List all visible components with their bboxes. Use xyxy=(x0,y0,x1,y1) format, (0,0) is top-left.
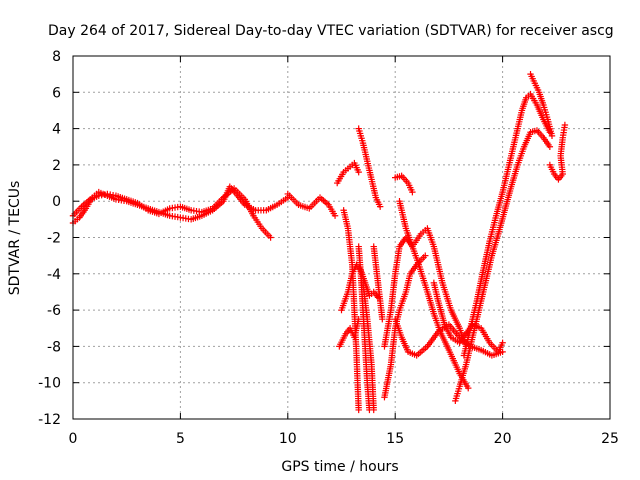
x-tick-label: 10 xyxy=(279,431,297,447)
data-point xyxy=(422,252,429,259)
series-arc5 xyxy=(355,125,384,210)
y-tick-label: 6 xyxy=(52,85,61,101)
ticks xyxy=(72,55,611,420)
x-tick-label: 15 xyxy=(386,431,404,447)
x-tick-label: 0 xyxy=(69,431,78,447)
x-tick-label: 5 xyxy=(176,431,185,447)
series-arc2 xyxy=(69,185,274,241)
grid xyxy=(73,56,610,419)
y-tick-label: 4 xyxy=(52,122,61,138)
y-tick-label: 0 xyxy=(52,194,61,210)
data-point xyxy=(355,406,362,414)
series-arc3 xyxy=(284,190,339,219)
data-point xyxy=(98,191,105,199)
series-arc4 xyxy=(334,159,362,187)
y-tick-label: -8 xyxy=(47,339,61,355)
data-point xyxy=(499,339,506,346)
data-point xyxy=(376,203,384,210)
series-arc10 xyxy=(359,279,377,414)
x-tick-label: 25 xyxy=(601,431,619,447)
tick-labels: 0 5 10 15 20 25 -12 -10 -8 -6 -4 -2 0 2 4 6 8 xyxy=(38,49,619,447)
y-axis-label: SDTVAR / TECUs xyxy=(7,181,23,296)
data-point xyxy=(465,384,472,392)
y-tick-label: -2 xyxy=(47,231,61,247)
y-tick-label: -12 xyxy=(38,412,61,428)
y-tick-label: -6 xyxy=(47,303,61,319)
data-point xyxy=(548,132,556,140)
data-point xyxy=(109,191,117,199)
y-tick-label: 2 xyxy=(52,158,61,174)
y-tick-label: -10 xyxy=(38,376,61,392)
y-tick-label: -4 xyxy=(47,267,61,283)
data-point xyxy=(267,234,274,241)
y-tick-label: 8 xyxy=(52,49,61,65)
data-point xyxy=(107,191,114,198)
data-point xyxy=(104,190,111,198)
data-point xyxy=(331,212,339,219)
data-point xyxy=(561,121,569,129)
data-point xyxy=(101,191,108,198)
series-arc21 xyxy=(546,121,569,183)
data-point xyxy=(379,315,386,323)
data-points xyxy=(69,70,569,414)
series-arc20 xyxy=(527,70,556,140)
data-point xyxy=(546,143,554,150)
series-arc16 xyxy=(392,315,506,359)
series-arc15 xyxy=(396,198,472,392)
series-arc8 xyxy=(340,207,362,414)
series-arc11 xyxy=(370,243,386,323)
data-point xyxy=(370,406,377,414)
data-point xyxy=(409,188,416,196)
chart-title: Day 264 of 2017, Sidereal Day-to-day VTE… xyxy=(48,23,614,39)
x-tick-label: 20 xyxy=(494,431,512,447)
data-point xyxy=(355,168,362,176)
data-point xyxy=(95,192,102,199)
series-arc19 xyxy=(460,90,554,359)
series-arc12 xyxy=(392,172,416,196)
x-axis-label: GPS time / hours xyxy=(281,459,398,475)
